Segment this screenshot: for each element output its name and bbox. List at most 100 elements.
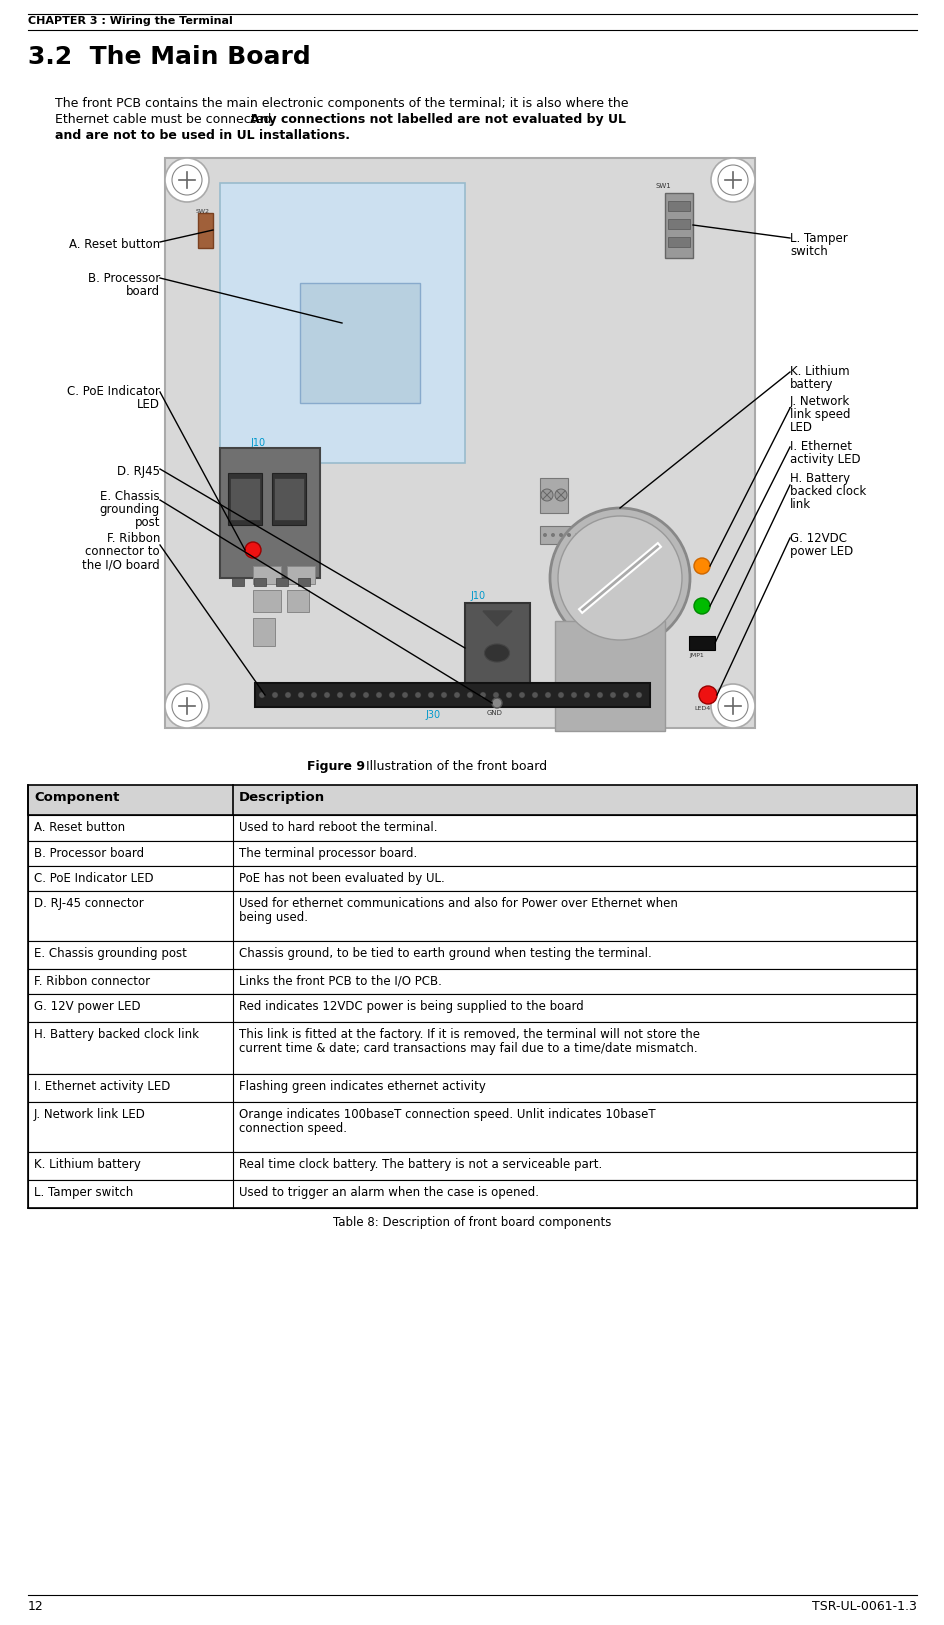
- Bar: [28, 1074, 916, 1102]
- Circle shape: [259, 692, 264, 699]
- Circle shape: [543, 533, 547, 536]
- Bar: [665, 193, 692, 258]
- Text: LED4: LED4: [693, 705, 710, 712]
- Circle shape: [480, 692, 485, 699]
- Text: I. Ethernet activity LED: I. Ethernet activity LED: [34, 1081, 170, 1094]
- Text: Component: Component: [34, 791, 119, 804]
- Circle shape: [570, 692, 577, 699]
- Text: GND: GND: [486, 710, 502, 717]
- Circle shape: [493, 692, 498, 699]
- Text: 12: 12: [28, 1601, 43, 1614]
- Text: Used for ethernet communications and also for Power over Ethernet when: Used for ethernet communications and als…: [239, 897, 677, 910]
- Bar: [198, 213, 212, 249]
- Text: H. Battery backed clock link: H. Battery backed clock link: [34, 1029, 199, 1042]
- Text: LED: LED: [789, 421, 812, 434]
- Bar: [28, 1102, 916, 1152]
- Text: E. Chassis: E. Chassis: [100, 491, 160, 504]
- Circle shape: [717, 691, 748, 722]
- Circle shape: [441, 692, 447, 699]
- Bar: [28, 785, 916, 816]
- Bar: [539, 526, 584, 544]
- Text: Description: Description: [239, 791, 325, 804]
- Text: post: post: [134, 517, 160, 530]
- Circle shape: [453, 692, 460, 699]
- Text: Links the front PCB to the I/O PCB.: Links the front PCB to the I/O PCB.: [239, 975, 442, 988]
- Text: 3.2  The Main Board: 3.2 The Main Board: [28, 46, 311, 68]
- Bar: [276, 578, 288, 587]
- Circle shape: [710, 684, 754, 728]
- Text: H. Battery: H. Battery: [789, 471, 850, 484]
- Bar: [297, 578, 310, 587]
- Text: Flashing green indicates ethernet activity: Flashing green indicates ethernet activi…: [239, 1081, 485, 1094]
- Bar: [539, 478, 567, 514]
- Text: J10: J10: [469, 592, 484, 601]
- Circle shape: [693, 598, 709, 614]
- Circle shape: [389, 692, 395, 699]
- Text: Used to hard reboot the terminal.: Used to hard reboot the terminal.: [239, 821, 437, 834]
- Text: D. RJ-45 connector: D. RJ-45 connector: [34, 897, 143, 910]
- Circle shape: [559, 533, 563, 536]
- Circle shape: [699, 686, 716, 704]
- Circle shape: [414, 692, 421, 699]
- Circle shape: [574, 533, 579, 536]
- Text: power LED: power LED: [789, 544, 852, 557]
- Circle shape: [165, 158, 209, 202]
- Text: Real time clock battery. The battery is not a serviceable part.: Real time clock battery. The battery is …: [239, 1159, 601, 1172]
- Circle shape: [597, 692, 602, 699]
- Text: K. Lithium battery: K. Lithium battery: [34, 1159, 141, 1172]
- Text: activity LED: activity LED: [789, 453, 860, 466]
- Text: SW1: SW1: [654, 184, 670, 188]
- Text: A. Reset button: A. Reset button: [69, 237, 160, 250]
- Bar: [220, 449, 320, 578]
- Circle shape: [518, 692, 525, 699]
- Text: B. Processor: B. Processor: [88, 271, 160, 284]
- Circle shape: [362, 692, 368, 699]
- Circle shape: [566, 533, 570, 536]
- Text: B. Processor board: B. Processor board: [34, 847, 144, 860]
- Bar: [554, 621, 665, 731]
- Text: C. PoE Indicator LED: C. PoE Indicator LED: [34, 873, 154, 886]
- Text: board: board: [126, 284, 160, 297]
- Circle shape: [244, 543, 261, 557]
- Circle shape: [401, 692, 408, 699]
- Bar: [28, 842, 916, 866]
- Bar: [220, 184, 464, 463]
- Text: Ethernet cable must be connected.: Ethernet cable must be connected.: [55, 114, 279, 127]
- Text: LED: LED: [137, 398, 160, 411]
- Bar: [667, 237, 689, 247]
- Text: J. Network: J. Network: [789, 395, 850, 408]
- Bar: [165, 158, 754, 728]
- Text: and are not to be used in UL installations.: and are not to be used in UL installatio…: [55, 128, 349, 141]
- Bar: [287, 566, 314, 583]
- Ellipse shape: [484, 644, 509, 661]
- Text: E. Chassis grounding post: E. Chassis grounding post: [34, 947, 187, 960]
- Text: J10: J10: [250, 439, 265, 449]
- Text: G. 12VDC: G. 12VDC: [789, 531, 846, 544]
- Bar: [229, 478, 260, 520]
- Bar: [253, 566, 280, 583]
- Text: Orange indicates 100baseT connection speed. Unlit indicates 10baseT: Orange indicates 100baseT connection spe…: [239, 1108, 655, 1121]
- Circle shape: [297, 692, 304, 699]
- Text: Any connections not labelled are not evaluated by UL: Any connections not labelled are not eva…: [250, 114, 625, 127]
- Text: J. Network link LED: J. Network link LED: [34, 1108, 145, 1121]
- Bar: [274, 478, 304, 520]
- Bar: [28, 891, 916, 941]
- Text: TSR-UL-0061-1.3: TSR-UL-0061-1.3: [811, 1601, 916, 1614]
- Text: link: link: [789, 497, 810, 510]
- Circle shape: [622, 692, 629, 699]
- Circle shape: [557, 517, 682, 640]
- Text: The front PCB contains the main electronic components of the terminal; it is als: The front PCB contains the main electron…: [55, 98, 628, 111]
- Text: A. Reset button: A. Reset button: [34, 821, 125, 834]
- Bar: [464, 603, 530, 687]
- Bar: [28, 866, 916, 890]
- Circle shape: [285, 692, 291, 699]
- Text: backed clock: backed clock: [789, 484, 866, 497]
- Circle shape: [635, 692, 641, 699]
- Circle shape: [505, 692, 512, 699]
- Circle shape: [610, 692, 615, 699]
- Text: D. RJ45: D. RJ45: [117, 465, 160, 478]
- Circle shape: [549, 509, 689, 648]
- Text: SW2: SW2: [195, 210, 210, 214]
- Bar: [287, 590, 309, 613]
- Circle shape: [376, 692, 381, 699]
